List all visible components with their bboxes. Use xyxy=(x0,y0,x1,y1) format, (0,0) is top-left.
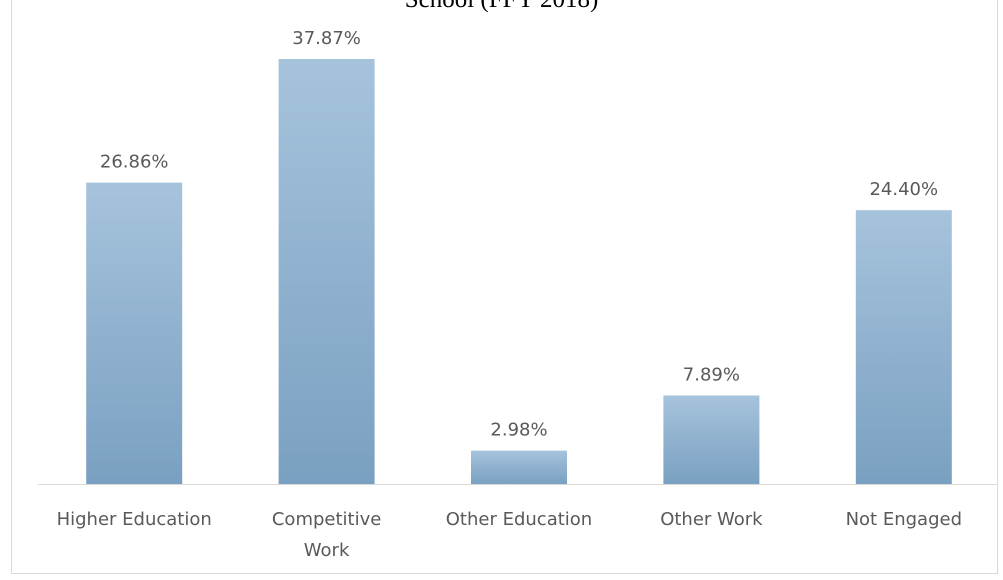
data-label-2: 2.98% xyxy=(490,420,547,441)
data-label-0: 26.86% xyxy=(100,152,169,173)
bar-3 xyxy=(663,395,760,484)
category-label-4: Not Engaged xyxy=(846,509,962,530)
bar-4 xyxy=(855,210,952,484)
category-label-3: Other Work xyxy=(660,509,763,530)
category-label-1: Competitive Work xyxy=(272,509,381,561)
bar-1 xyxy=(278,59,375,484)
chart-title: School (FFY 2018) xyxy=(0,0,1003,14)
bar-2 xyxy=(471,450,567,484)
data-label-3: 7.89% xyxy=(683,365,740,386)
category-label-0: Higher Education xyxy=(57,509,212,530)
data-label-4: 24.40% xyxy=(869,179,938,200)
category-label-2: Other Education xyxy=(446,509,592,530)
bar-0 xyxy=(86,182,183,484)
chart-frame xyxy=(11,0,998,574)
data-label-1: 37.87% xyxy=(292,28,361,49)
